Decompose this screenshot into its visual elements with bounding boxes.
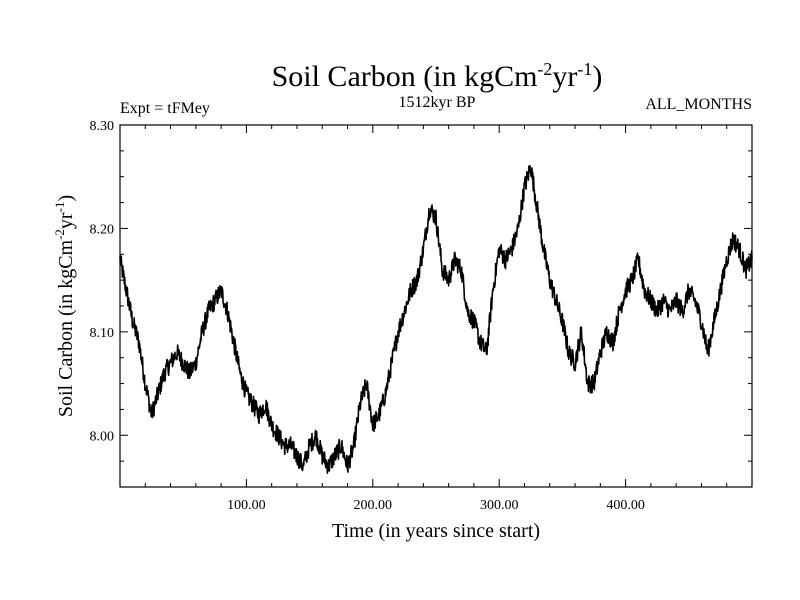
ylabel-superscript-1: -2 <box>52 229 67 240</box>
y-tick-label: 8.10 <box>90 326 115 341</box>
x-tick-label: 100.00 <box>227 498 266 513</box>
y-tick-label: 8.00 <box>90 429 115 444</box>
y-axis-title: Soil Carbon (in kgCm-2yr-1) <box>52 195 77 417</box>
x-axis-title: Time (in years since start) <box>332 520 540 542</box>
chart-title: Soil Carbon (in kgCm-2yr-1) <box>272 59 603 93</box>
ylabel-superscript-2: -1 <box>52 202 67 213</box>
x-tick-label: 200.00 <box>354 498 393 513</box>
y-tick-label: 8.20 <box>90 222 115 237</box>
months-label: ALL_MONTHS <box>645 96 752 113</box>
ticks-layer: 100.00 200.00 300.00 400.00 8.00 8.10 8.20 8.30 <box>90 119 752 513</box>
soil-carbon-series-line <box>119 165 753 475</box>
title-superscript-2: -1 <box>577 59 592 79</box>
experiment-label: Expt = tFMey <box>120 100 210 117</box>
y-tick-label: 8.30 <box>90 119 115 134</box>
period-label: 1512kyr BP <box>399 94 476 111</box>
x-tick-label: 300.00 <box>480 498 519 513</box>
x-tick-label: 400.00 <box>606 498 645 513</box>
plot-area: 100.00 200.00 300.00 400.00 8.00 8.10 8.20 8.30 <box>90 119 753 513</box>
title-superscript-1: -2 <box>537 59 552 79</box>
series-layer <box>119 165 753 475</box>
